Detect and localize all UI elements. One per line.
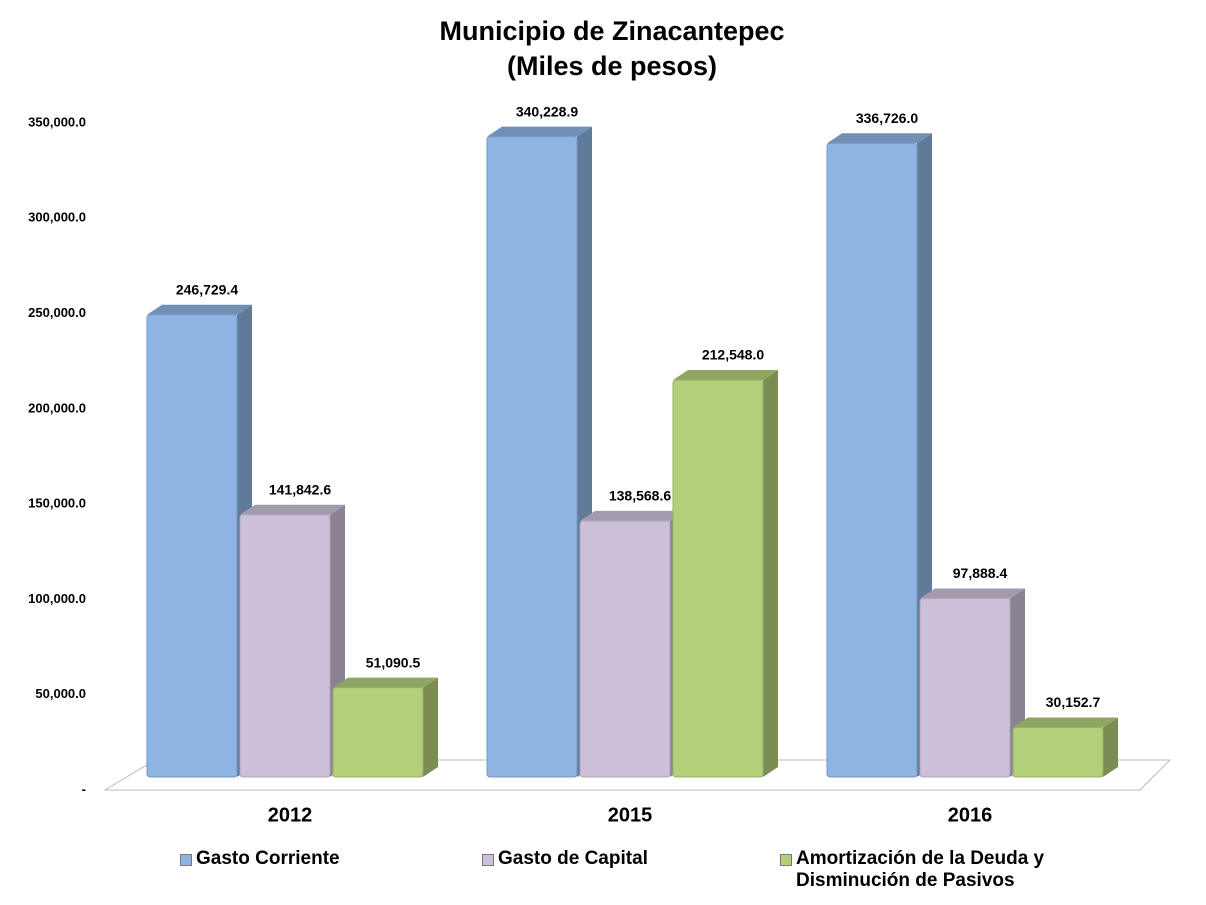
x-tick-label: 2016 [948,804,993,826]
bar [1012,727,1104,778]
y-tick-label: 350,000.0 [28,114,86,129]
bar-top [920,588,1025,599]
legend-swatch [482,854,494,866]
x-tick-label: 2012 [268,804,313,826]
bar-top [673,369,778,380]
bar [579,520,671,778]
legend-item: Gasto de Capital [482,848,780,892]
bar [826,142,918,778]
data-label: 97,888.4 [953,565,1008,581]
bar-top [147,304,252,315]
data-label: 336,726.0 [856,110,918,126]
bar-side [423,677,438,777]
bar-top [333,677,438,688]
chart-subtitle: (Miles de pesos) [507,51,717,81]
bar [919,597,1011,778]
data-label: 51,090.5 [366,654,421,670]
bar-top [580,510,685,521]
y-tick-label: - [82,781,86,796]
legend-swatch [180,854,192,866]
bar-side [763,369,778,777]
y-tick-label: 250,000.0 [28,305,86,320]
chart-title: Municipio de Zinacantepec [439,16,784,46]
legend: Gasto Corriente Gasto de Capital Amortizac… [180,848,1180,892]
data-label: 340,228.9 [516,103,578,119]
legend-item: Gasto Corriente [180,848,482,892]
bar-top [240,504,345,515]
legend-swatch [780,854,792,866]
x-tick-label: 2015 [608,804,653,826]
data-label: 246,729.4 [176,282,238,298]
legend-item: Amortización de la Deuda y Disminución d… [780,848,1080,892]
bar-top [827,133,932,144]
y-tick-label: 50,000.0 [35,686,86,701]
data-label: 212,548.0 [702,347,764,363]
bar [672,379,764,778]
bar [239,514,331,778]
bar [486,136,578,778]
y-tick-label: 100,000.0 [28,591,86,606]
y-tick-label: 200,000.0 [28,400,86,415]
y-tick-label: 150,000.0 [28,496,86,511]
data-label: 138,568.6 [609,488,671,504]
legend-label: Gasto de Capital [498,848,648,869]
bar [332,687,424,778]
data-label: 141,842.6 [269,481,331,497]
chart: Municipio de Zinacantepec (Miles de peso… [28,16,1172,826]
data-label: 30,152.7 [1046,694,1101,710]
bar-top [1013,717,1118,728]
legend-label: Amortización de la Deuda y Disminución d… [796,848,1045,891]
y-tick-label: 300,000.0 [28,210,86,225]
bar [146,314,238,778]
bar-side [1103,717,1118,777]
legend-label: Gasto Corriente [196,848,340,869]
bar-top [487,126,592,137]
